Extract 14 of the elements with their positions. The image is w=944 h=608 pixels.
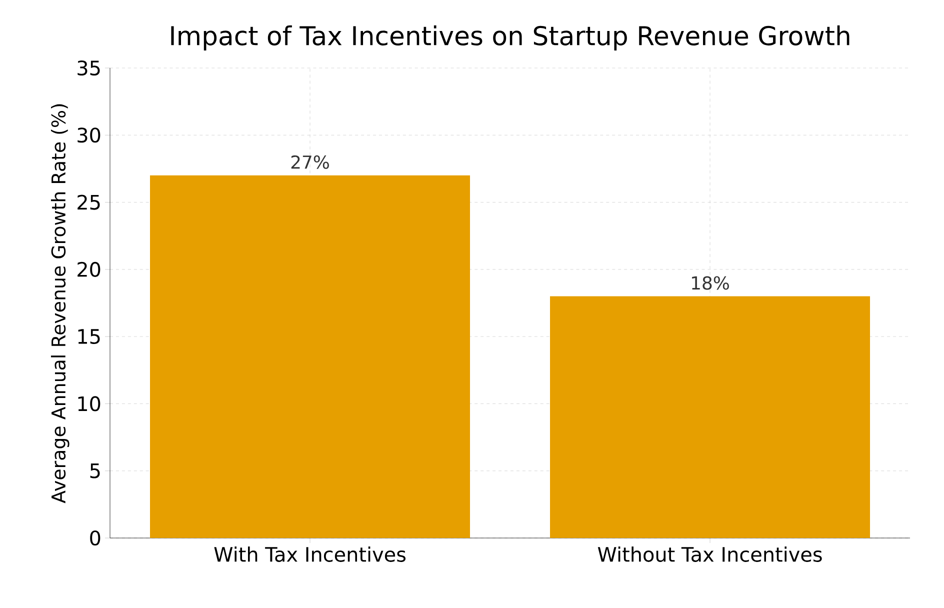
chart-title: Impact of Tax Incentives on Startup Revenue Growth <box>171 25 850 50</box>
y-axis-title: Average Annual Revenue Growth Rate (%) <box>50 104 70 504</box>
y-tick-label: 30 <box>78 128 100 143</box>
data-label: 27% <box>291 155 329 169</box>
y-tick-label: 0 <box>90 530 100 546</box>
y-tick-label: 25 <box>78 194 100 210</box>
y-tick-label: 15 <box>78 329 100 344</box>
y-tick-label: 20 <box>78 262 100 277</box>
y-tick-label: 35 <box>78 60 100 76</box>
data-label: 18% <box>692 276 729 290</box>
y-tick-label: 10 <box>78 396 100 412</box>
x-tick-label: Without Tax Incentives <box>598 546 822 562</box>
x-tick-label: With Tax Incentives <box>214 546 406 562</box>
y-tick-label: 5 <box>90 463 100 478</box>
